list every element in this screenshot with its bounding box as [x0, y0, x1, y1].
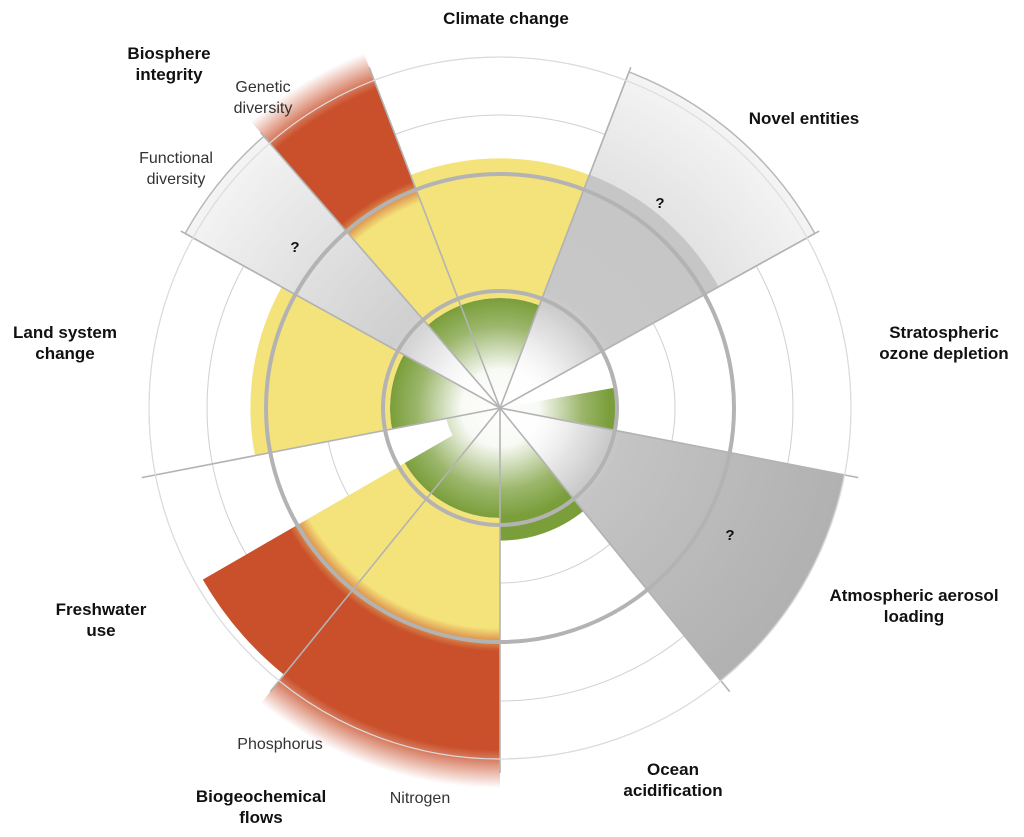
segments-layer [184, 29, 845, 814]
label-novel-line-0: Novel entities [749, 109, 860, 128]
label-climate-line-0: Climate change [443, 9, 569, 28]
aerosol-question-mark: ? [725, 527, 734, 544]
label-ocean-line-1: acidification [623, 781, 722, 800]
divider-spoke-2 [499, 407, 859, 479]
rings-layer [141, 56, 859, 773]
nitrogen-bar [244, 493, 500, 814]
label-biosphere-line-0: Biosphere [127, 44, 210, 63]
functional-diversity-question-mark: ? [290, 239, 299, 256]
divider-spoke-9 [368, 66, 501, 409]
sublabel-genetic-line-1: diversity [234, 100, 293, 117]
safe-boundary-ring [381, 289, 619, 527]
label-ozone-line-0: Stratospheric [889, 323, 999, 342]
sublabel-genetic-line-0: Genetic [235, 79, 290, 96]
divider-spoke-0 [499, 66, 632, 409]
land-system-change-bar [250, 286, 404, 456]
divider-spoke-3 [499, 407, 731, 693]
sublabel-functional-line-0: Functional [139, 150, 213, 167]
label-biosphere-line-1: integrity [135, 65, 203, 84]
label-land-line-1: change [35, 344, 95, 363]
label-land-line-0: Land system [13, 323, 117, 342]
divider-spoke-8 [259, 132, 501, 409]
sublabel-nitrogen-line-0: Nitrogen [390, 790, 450, 807]
climate-change-bar [410, 158, 590, 306]
label-ocean-line-0: Ocean [647, 760, 699, 779]
phosphorus-bar [202, 463, 431, 675]
label-biogeo-line-1: flows [239, 808, 282, 827]
label-aerosol-line-1: loading [884, 607, 944, 626]
genetic-diversity-bar [233, 29, 461, 325]
sublabel-functional-line-1: diversity [147, 171, 206, 188]
label-aerosol-line-0: Atmospheric aerosol [829, 586, 998, 605]
novel-entities-question-mark: ? [655, 195, 664, 212]
divider-spoke-6 [141, 407, 501, 479]
label-freshwater-line-0: Freshwater [56, 600, 147, 619]
sublabel-phosphorus-line-0: Phosphorus [237, 736, 322, 753]
risk-boundary-ring [264, 172, 736, 644]
label-ozone-line-1: ozone depletion [879, 344, 1008, 363]
divider-spoke-5 [269, 407, 501, 693]
outer-circle [148, 56, 852, 760]
divider-spoke-1 [499, 230, 820, 409]
label-biogeo-line-0: Biogeochemical [196, 787, 326, 806]
divider-spoke-7 [180, 230, 501, 409]
label-freshwater-line-1: use [86, 621, 115, 640]
labels-layer: ??? Climate change Novel entities Stratosph… [13, 9, 1009, 827]
